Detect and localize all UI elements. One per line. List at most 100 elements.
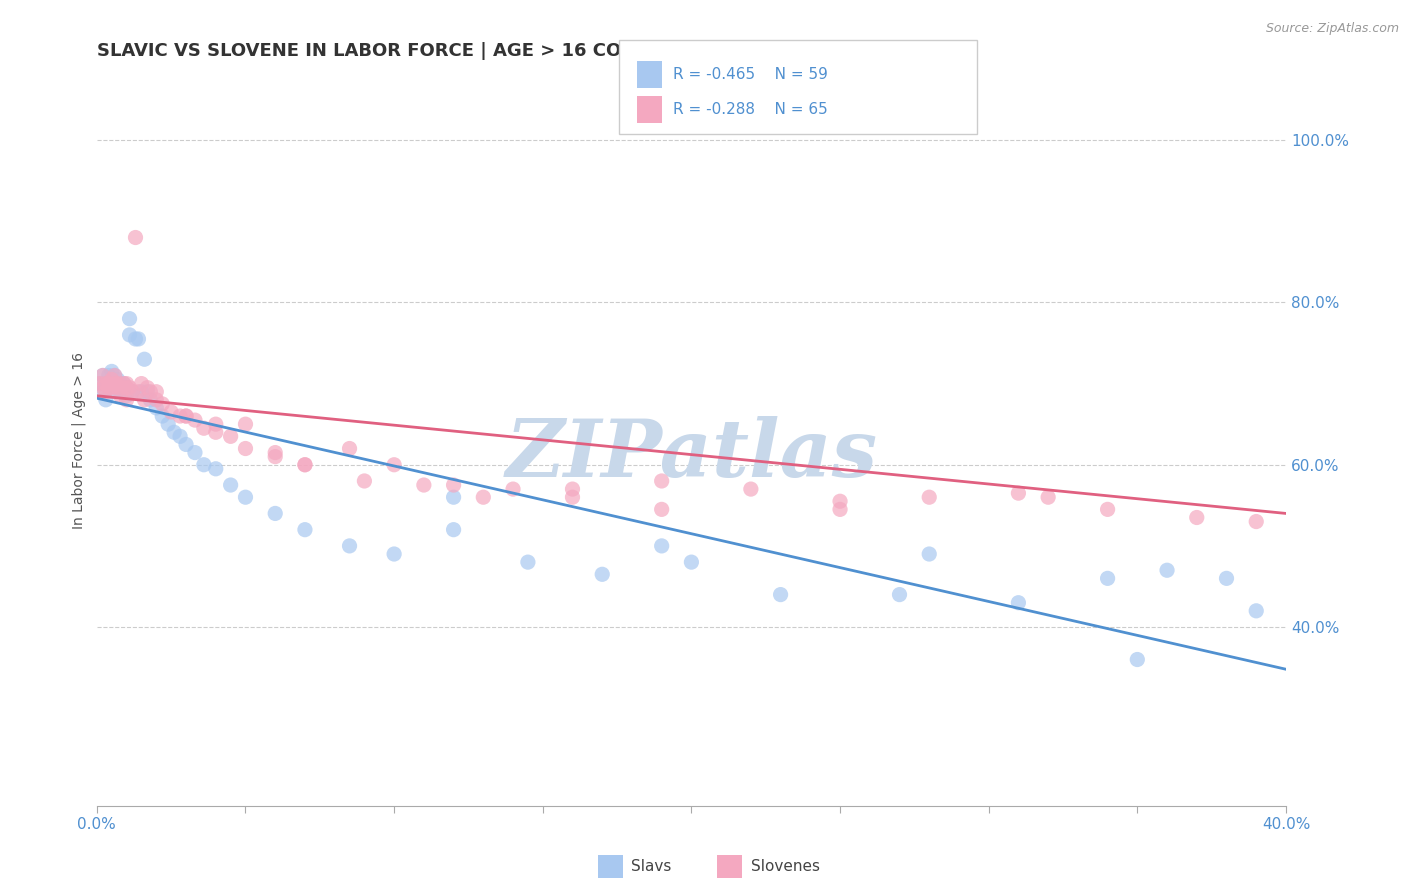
Point: [94, 376, 117, 391]
Point: [100, 372, 122, 386]
Point: [145, 392, 167, 407]
Point: [204, 417, 226, 432]
Point: [97, 381, 120, 395]
Point: [91, 368, 114, 383]
Point: [184, 413, 207, 427]
Point: [472, 490, 495, 504]
Point: [89, 376, 111, 391]
Point: [174, 437, 197, 451]
Point: [412, 478, 434, 492]
Point: [112, 376, 135, 391]
Point: [110, 384, 132, 399]
Point: [516, 555, 538, 569]
Point: [204, 425, 226, 440]
Text: Slovenes: Slovenes: [751, 859, 820, 873]
Point: [115, 381, 138, 395]
Point: [112, 381, 135, 395]
Point: [443, 478, 465, 492]
Point: [110, 389, 132, 403]
Point: [97, 381, 120, 395]
Point: [294, 458, 316, 472]
Point: [118, 381, 141, 395]
Point: [1244, 604, 1267, 618]
Point: [235, 490, 257, 504]
Point: [145, 384, 167, 399]
Point: [264, 450, 287, 464]
Text: ZIPatlas: ZIPatlas: [505, 417, 877, 494]
Point: [828, 502, 851, 516]
Point: [204, 462, 226, 476]
Point: [110, 381, 132, 395]
Point: [112, 376, 135, 391]
Point: [174, 409, 197, 423]
Point: [157, 417, 180, 432]
Point: [353, 474, 375, 488]
Point: [115, 392, 138, 407]
Point: [169, 409, 191, 423]
Point: [264, 507, 287, 521]
Point: [127, 332, 149, 346]
Point: [136, 384, 159, 399]
Point: [107, 381, 129, 395]
Point: [339, 539, 361, 553]
Point: [651, 474, 673, 488]
Point: [115, 381, 138, 395]
Point: [443, 490, 465, 504]
Point: [115, 389, 138, 403]
Point: [769, 588, 792, 602]
Point: [134, 352, 156, 367]
Point: [1007, 596, 1029, 610]
Point: [145, 401, 167, 415]
Point: [591, 567, 613, 582]
Point: [502, 482, 524, 496]
Point: [382, 547, 405, 561]
Text: R = -0.465    N = 59: R = -0.465 N = 59: [673, 67, 828, 82]
Point: [104, 368, 127, 383]
Point: [219, 478, 242, 492]
Point: [174, 409, 197, 423]
Point: [94, 376, 117, 391]
Point: [169, 429, 191, 443]
Point: [118, 311, 141, 326]
Point: [136, 381, 159, 395]
Point: [681, 555, 703, 569]
Point: [561, 482, 583, 496]
Point: [118, 327, 141, 342]
Text: Slavs: Slavs: [631, 859, 672, 873]
Point: [121, 384, 143, 399]
Point: [139, 392, 162, 407]
Point: [91, 368, 114, 383]
Point: [828, 494, 851, 508]
Point: [651, 539, 673, 553]
Point: [124, 332, 146, 346]
Point: [740, 482, 762, 496]
Point: [104, 376, 127, 391]
Y-axis label: In Labor Force | Age > 16: In Labor Force | Age > 16: [72, 352, 86, 529]
Point: [107, 381, 129, 395]
Point: [160, 405, 183, 419]
Point: [235, 417, 257, 432]
Point: [1156, 563, 1178, 577]
Point: [97, 368, 120, 383]
Point: [134, 392, 156, 407]
Point: [235, 442, 257, 456]
Point: [94, 392, 117, 407]
Text: SLAVIC VS SLOVENE IN LABOR FORCE | AGE > 16 CORRELATION CHART: SLAVIC VS SLOVENE IN LABOR FORCE | AGE >…: [97, 42, 807, 60]
Text: Source: ZipAtlas.com: Source: ZipAtlas.com: [1265, 22, 1399, 36]
Point: [294, 458, 316, 472]
Point: [127, 384, 149, 399]
Point: [150, 409, 173, 423]
Point: [184, 445, 207, 459]
Point: [131, 376, 153, 391]
Point: [1036, 490, 1059, 504]
Point: [918, 490, 941, 504]
Point: [107, 372, 129, 386]
Point: [443, 523, 465, 537]
Point: [121, 384, 143, 399]
Point: [104, 376, 127, 391]
Point: [339, 442, 361, 456]
Point: [107, 376, 129, 391]
Point: [100, 381, 122, 395]
Point: [110, 376, 132, 391]
Point: [89, 376, 111, 391]
